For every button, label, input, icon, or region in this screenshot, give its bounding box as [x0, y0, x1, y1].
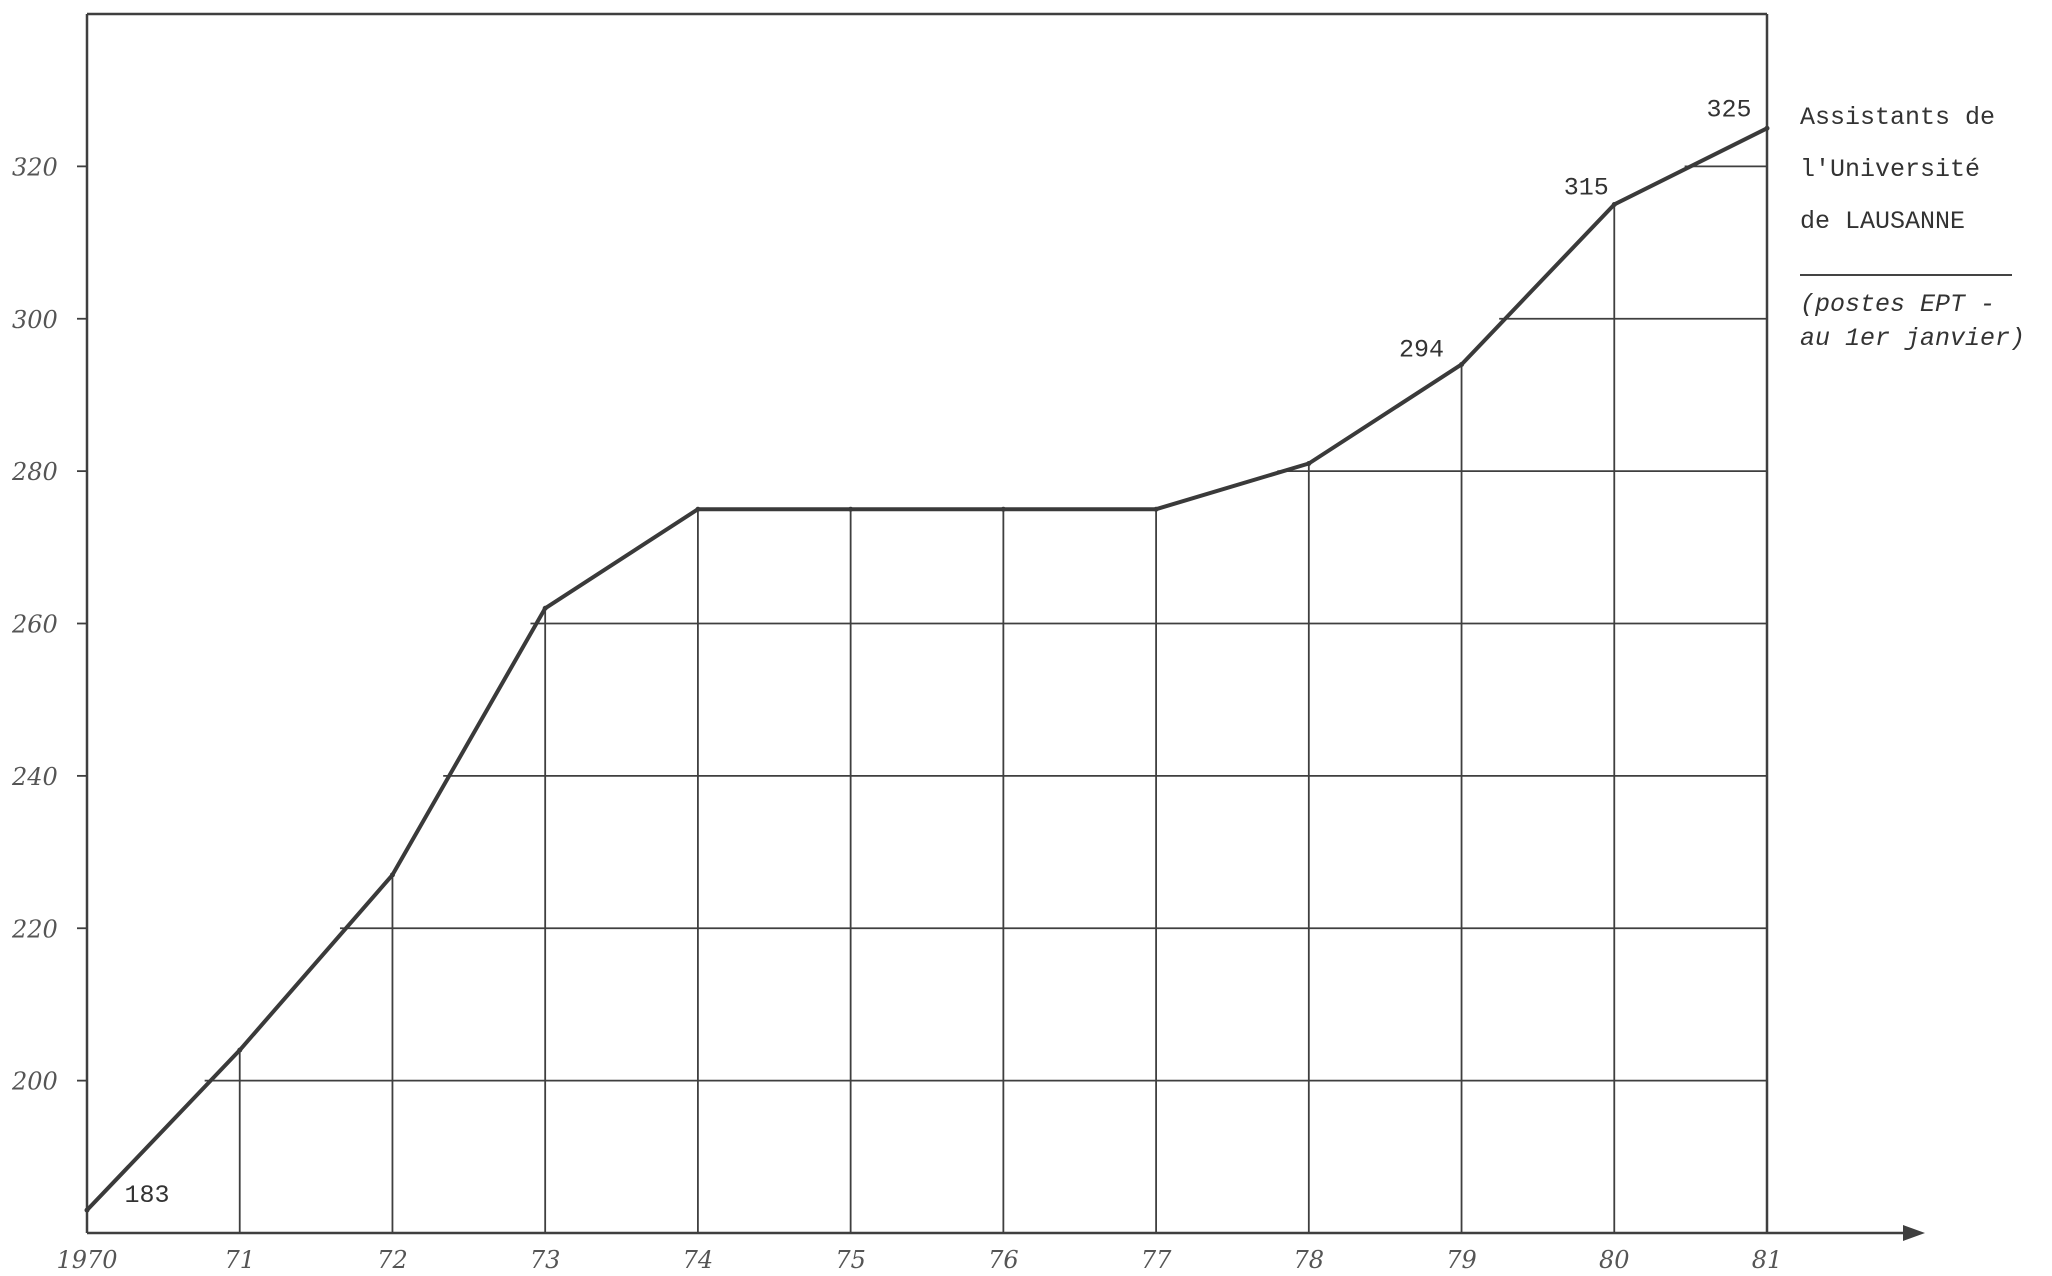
- data-point-2: [389, 872, 395, 878]
- legend-line-1: Assistants de: [1800, 103, 1996, 132]
- data-point-6: [1000, 506, 1006, 512]
- x-tick-label-7: 77: [1141, 1246, 1172, 1274]
- data-point-9: [1459, 361, 1465, 367]
- y-tick-label-260: 260: [11, 611, 58, 639]
- y-tick-label-320: 320: [12, 153, 58, 181]
- x-tick-label-5: 75: [835, 1246, 866, 1274]
- data-label-0: 183: [124, 1181, 169, 1210]
- x-tick-label-4: 74: [683, 1246, 714, 1274]
- series-line: [85, 126, 1768, 1212]
- data-label-11: 325: [1706, 95, 1751, 124]
- legend-line-3: de LAUSANNE: [1800, 207, 1966, 236]
- grid: [204, 165, 1767, 1233]
- x-tick-label-8: 78: [1294, 1246, 1325, 1274]
- x-axis-arrow: [1903, 1225, 1925, 1241]
- data-point-1: [237, 1047, 243, 1053]
- data-point-4: [695, 506, 701, 512]
- x-tick-label-2: 72: [377, 1246, 408, 1274]
- x-tick-label-10: 80: [1599, 1246, 1630, 1274]
- x-tick-label-9: 79: [1446, 1246, 1477, 1274]
- y-tick-label-280: 280: [11, 458, 58, 486]
- y-tick-label-300: 300: [12, 306, 58, 334]
- legend-note-1: (postes EPT -: [1800, 290, 1996, 319]
- legend-note-2: au 1er janvier): [1800, 324, 2026, 353]
- x-tick-label-1: 71: [224, 1246, 255, 1274]
- data-point-8: [1306, 461, 1312, 467]
- data-point-10: [1611, 201, 1617, 207]
- y-tick-label-220: 220: [11, 915, 58, 943]
- y-tick-label-240: 240: [11, 763, 58, 791]
- data-point-3: [542, 605, 548, 611]
- data-point-5: [848, 506, 854, 512]
- x-tick-label-6: 76: [988, 1246, 1019, 1274]
- y-tick-label-200: 200: [11, 1068, 58, 1096]
- labels: 200 220 240 260 280 300 320 1970 71 72 73 74 75 76 77 7…: [11, 95, 1782, 1274]
- legend-line-2: l'Université: [1800, 155, 1981, 184]
- axes: [77, 165, 1925, 1241]
- x-tick-label-0: 1970: [56, 1246, 117, 1274]
- x-tick-label-11: 81: [1752, 1246, 1783, 1274]
- data-point-7: [1153, 506, 1159, 512]
- data-point-11: [1764, 125, 1770, 131]
- series: [84, 125, 1770, 1213]
- data-label-10: 315: [1564, 173, 1609, 202]
- legend: Assistants de l'Université de LAUSANNE (…: [1800, 92, 2050, 356]
- x-tick-label-3: 73: [530, 1246, 561, 1274]
- data-label-9: 294: [1399, 335, 1444, 364]
- legend-divider: [1800, 274, 2012, 276]
- data-point-0: [84, 1207, 90, 1213]
